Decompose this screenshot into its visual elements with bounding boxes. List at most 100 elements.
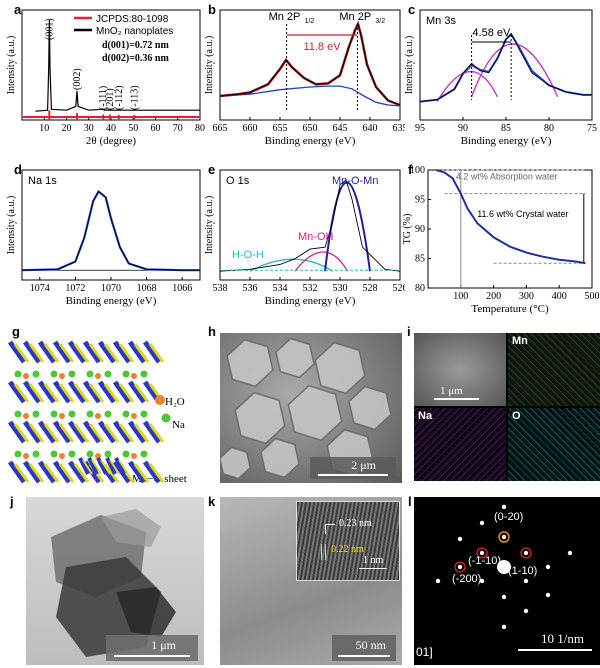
absorption-label: 4.2 wt% Absorption water <box>456 171 558 181</box>
y-tick-label: 95 <box>415 195 425 206</box>
x-tick-label: 1070 <box>101 283 121 294</box>
sheet-legend-bond <box>78 457 90 475</box>
na-ion <box>14 450 22 458</box>
panel-letter-a: a <box>14 2 22 17</box>
na-ion <box>86 450 94 458</box>
panel-letter-l: l <box>408 494 412 509</box>
tg-line <box>435 169 586 265</box>
mn-o-sheet-oxygen <box>58 423 75 443</box>
x-tick-label: 532 <box>303 283 318 294</box>
na-ion <box>68 410 76 418</box>
x-tick-label: 1068 <box>137 283 157 294</box>
hrtem-scale: 1 nm <box>363 555 384 566</box>
mn-o-sheet-bond <box>112 420 132 444</box>
x-tick-label: 75 <box>587 123 597 134</box>
y-tick-label: 100 <box>410 165 425 176</box>
x-axis-label: Temperature (°C) <box>471 303 549 315</box>
mnoh-peak <box>294 251 349 272</box>
hexagonal-plate <box>275 337 315 379</box>
na-ion <box>32 410 40 418</box>
mn-o-sheet-oxygen <box>148 343 165 363</box>
hexagonal-plate <box>226 338 274 388</box>
mn-o-sheet-oxygen <box>43 463 60 483</box>
mn-o-sheet-oxygen <box>58 463 75 483</box>
h2o-legend-label: H₂O <box>165 396 185 408</box>
y-tick-label: 85 <box>415 254 425 265</box>
background-line <box>219 85 401 107</box>
saed-center-spot <box>497 560 511 574</box>
water-molecule <box>23 453 29 459</box>
mn-o-sheet-oxygen <box>88 343 105 363</box>
na-ion <box>122 410 130 418</box>
envelope-line <box>419 32 592 103</box>
x-tick-label: 655 <box>273 123 288 134</box>
chart-title: Mn 3s <box>426 15 456 27</box>
mn-o-sheet-oxygen <box>13 343 30 363</box>
saed-spot <box>501 624 507 630</box>
sem-image-h: 2 μm <box>220 333 402 483</box>
x-tick-label: 10 <box>39 123 49 134</box>
mn-o-sheet-oxygen <box>13 463 30 483</box>
legend-label-sample: MnO₂ nanoplates <box>96 26 173 37</box>
x-tick-label: 534 <box>273 283 288 294</box>
mn-o-sheet-bond <box>82 380 102 404</box>
saed-highlight-m1-m10 <box>476 547 488 559</box>
mn-o-sheet-oxygen <box>148 463 165 483</box>
hexagonal-plate <box>348 385 392 431</box>
saed-spot <box>435 578 441 584</box>
sheet-legend-oxygen <box>109 459 120 475</box>
chart-b: 665 660 655 650 645 640 635 Binding energy (eV)… <box>204 9 405 147</box>
eds-map-mn: Mn <box>508 333 600 406</box>
water-molecule <box>95 373 101 379</box>
sheet-legend-bond <box>114 457 126 475</box>
sheet-legend-oxygen <box>82 459 93 475</box>
na-ion <box>50 450 58 458</box>
water-molecule <box>59 373 65 379</box>
saed-spot <box>523 608 529 614</box>
mn-o-sheet-oxygen <box>118 343 135 363</box>
na-ion <box>140 450 148 458</box>
d001-text: d(001)=0.72 nm <box>102 40 169 51</box>
chart-a: 10 20 30 40 50 60 70 80 2θ (degree) Intensity (a.… <box>6 9 205 147</box>
scale-label-h: 2 μm <box>351 458 376 472</box>
saed-zone-fragment: 01] <box>416 645 433 659</box>
peak-1 <box>436 70 499 102</box>
panel-letter-b: b <box>208 2 216 17</box>
x-tick-label: 30 <box>84 123 94 134</box>
hexagonal-plate <box>287 384 343 442</box>
saed-spot <box>545 564 551 570</box>
sheet-legend-oxygen <box>100 459 111 475</box>
mn-o-sheet-oxygen <box>28 463 45 483</box>
x-tick-label: 1074 <box>30 283 50 294</box>
mn-o-sheet-bond <box>52 340 72 364</box>
mn-o-sheet-bond <box>52 420 72 444</box>
x-tick-label: 528 <box>363 283 378 294</box>
peak-label: (-113) <box>129 85 140 110</box>
mn-o-sheet-oxygen <box>73 343 90 363</box>
mnomn-label: Mn-O-Mn <box>332 175 378 187</box>
mn-o-sheet-bond <box>52 460 72 484</box>
tem-image-j: 1 μm <box>26 497 204 665</box>
mn-o-sheet-oxygen <box>43 383 60 403</box>
mn-o-sheet-bond <box>112 340 132 364</box>
x-tick-label: 650 <box>303 123 318 134</box>
y-axis-label: Intensity (a.u.) <box>204 196 215 255</box>
na-ion <box>14 410 22 418</box>
na-ion <box>122 450 130 458</box>
y-tick-label: 80 <box>415 283 425 294</box>
water-molecule <box>59 453 65 459</box>
x-axis-label: Binding energy (eV) <box>265 135 356 147</box>
panel-letter-f: f <box>408 162 413 177</box>
eds-label-na: Na <box>418 410 433 422</box>
x-tick-label: 665 <box>213 123 228 134</box>
x-tick-label: 300 <box>519 291 534 302</box>
mn-o-sheet-bond <box>112 380 132 404</box>
x-axis-label: 2θ (degree) <box>86 135 136 147</box>
chart-e: 538 536 534 532 530 528 526 Binding energy (eV)… <box>204 169 405 307</box>
mn-o-sheet-bond <box>142 340 162 364</box>
mn-o-sheet-oxygen <box>28 343 45 363</box>
na-ion <box>32 450 40 458</box>
mn-o-sheet-bond <box>127 420 147 444</box>
y-axis-label: Intensity (a.u.) <box>6 36 17 95</box>
peak-label: (201) <box>105 88 116 110</box>
